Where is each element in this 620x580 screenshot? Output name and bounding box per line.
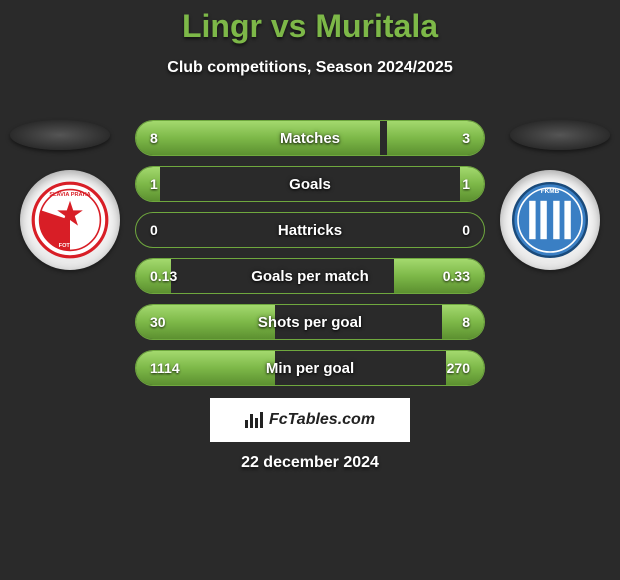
stat-label: Hattricks (136, 213, 484, 247)
slavia-crest-icon: SLAVIA PRAHA FOTBAL (30, 180, 110, 260)
comparison-infographic: Lingr vs Muritala Club competitions, Sea… (0, 0, 620, 580)
brand-text: FcTables.com (269, 411, 375, 429)
mlada-boleslav-crest-icon: FKMB (510, 180, 590, 260)
page-title: Lingr vs Muritala (0, 0, 620, 45)
svg-text:SLAVIA PRAHA: SLAVIA PRAHA (49, 192, 90, 198)
brand-watermark: FcTables.com (210, 398, 410, 442)
svg-text:FOTBAL: FOTBAL (59, 243, 82, 249)
club-crest-left: SLAVIA PRAHA FOTBAL (20, 170, 120, 270)
subtitle: Club competitions, Season 2024/2025 (0, 59, 620, 77)
stat-row: 00Hattricks (135, 212, 485, 248)
stat-label: Matches (136, 121, 484, 155)
stat-row: 83Matches (135, 120, 485, 156)
stat-label: Shots per goal (136, 305, 484, 339)
stat-row: 1114270Min per goal (135, 350, 485, 386)
shadow-ellipse-right (510, 120, 610, 150)
stat-label: Goals per match (136, 259, 484, 293)
stat-label: Goals (136, 167, 484, 201)
svg-text:FKMB: FKMB (541, 188, 560, 195)
stat-row: 11Goals (135, 166, 485, 202)
bars-icon (245, 412, 263, 428)
stat-row: 308Shots per goal (135, 304, 485, 340)
stat-row: 0.130.33Goals per match (135, 258, 485, 294)
club-crest-right: FKMB (500, 170, 600, 270)
stats-panel: 83Matches 11Goals 00Hattricks 0.130.33Goals… (135, 120, 485, 396)
shadow-ellipse-left (10, 120, 110, 150)
date-text: 22 december 2024 (0, 454, 620, 472)
stat-label: Min per goal (136, 351, 484, 385)
